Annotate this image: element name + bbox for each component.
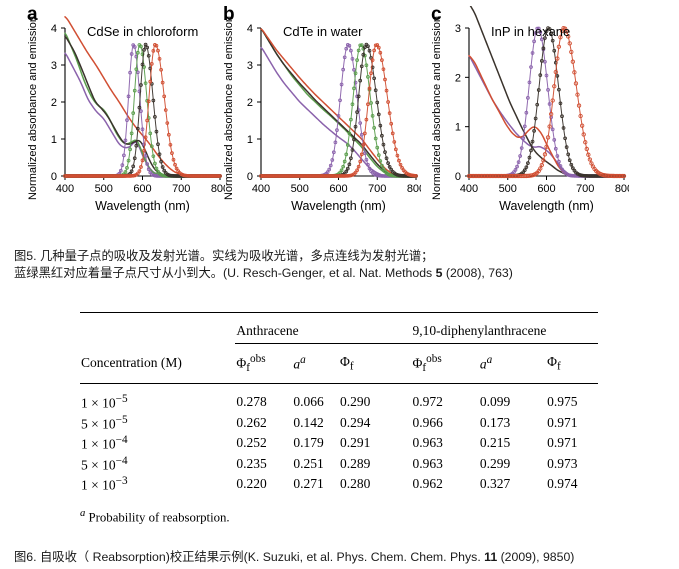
- svg-text:2: 2: [455, 72, 461, 84]
- svg-text:Normalized absorbance and emis: Normalized absorbance and emission: [27, 16, 39, 200]
- svg-text:InP in hexane: InP in hexane: [491, 24, 570, 39]
- svg-text:Wavelength (nm): Wavelength (nm): [291, 199, 386, 213]
- svg-text:2: 2: [247, 97, 253, 109]
- svg-text:1: 1: [51, 134, 57, 146]
- svg-text:700: 700: [172, 183, 190, 195]
- svg-text:0: 0: [51, 171, 57, 183]
- svg-text:700: 700: [368, 183, 386, 195]
- svg-text:500: 500: [95, 183, 113, 195]
- svg-text:3: 3: [51, 60, 57, 72]
- svg-text:3: 3: [455, 23, 461, 35]
- svg-text:4: 4: [247, 23, 253, 35]
- svg-text:400: 400: [56, 183, 74, 195]
- svg-text:600: 600: [329, 183, 347, 195]
- svg-text:400: 400: [460, 183, 478, 195]
- svg-text:1: 1: [455, 122, 461, 134]
- svg-text:1: 1: [247, 134, 253, 146]
- svg-text:b: b: [223, 6, 235, 25]
- svg-text:400: 400: [252, 183, 270, 195]
- svg-text:600: 600: [537, 183, 555, 195]
- svg-text:0: 0: [455, 171, 461, 183]
- svg-text:CdSe in chloroform: CdSe in chloroform: [87, 24, 198, 39]
- svg-text:500: 500: [499, 183, 517, 195]
- svg-text:4: 4: [51, 23, 57, 35]
- svg-text:800: 800: [407, 183, 421, 195]
- svg-text:500: 500: [291, 183, 309, 195]
- svg-text:Wavelength (nm): Wavelength (nm): [499, 199, 594, 213]
- svg-text:3: 3: [247, 60, 253, 72]
- svg-text:Normalized absorbance and emis: Normalized absorbance and emission: [223, 16, 235, 200]
- svg-text:0: 0: [247, 171, 253, 183]
- svg-text:2: 2: [51, 97, 57, 109]
- svg-text:CdTe in water: CdTe in water: [283, 24, 363, 39]
- svg-text:600: 600: [133, 183, 151, 195]
- svg-text:700: 700: [576, 183, 594, 195]
- svg-text:800: 800: [615, 183, 629, 195]
- svg-text:Normalized absorbance and emis: Normalized absorbance and emission: [431, 16, 443, 200]
- svg-text:c: c: [431, 6, 442, 25]
- svg-text:a: a: [27, 6, 38, 25]
- svg-text:Wavelength (nm): Wavelength (nm): [95, 199, 190, 213]
